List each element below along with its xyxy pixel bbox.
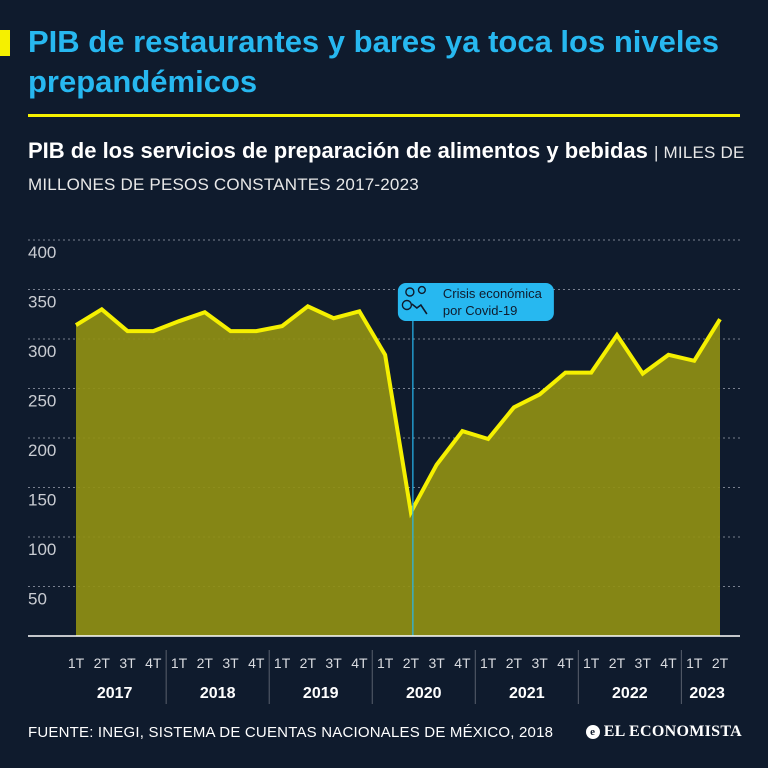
y-axis-labels: 50 100 150 200 250 300 350 400: [28, 243, 56, 609]
quarter-label: 4T: [660, 655, 677, 671]
y-tick-label: 250: [28, 392, 56, 411]
quarter-label: 1T: [583, 655, 600, 671]
quarter-label: 1T: [68, 655, 85, 671]
quarter-label: 4T: [557, 655, 574, 671]
brand-icon: e: [585, 725, 600, 739]
gdp-line: [74, 304, 722, 519]
quarter-label: 2T: [609, 655, 626, 671]
year-label: 2023: [689, 685, 725, 702]
covid-label-line2: por Covid-19: [443, 303, 517, 318]
y-tick-label: 350: [28, 293, 56, 312]
y-tick-label: 150: [28, 491, 56, 510]
quarter-label: 3T: [635, 655, 652, 671]
year-label: 2017: [97, 685, 133, 702]
quarter-label: 2T: [506, 655, 523, 671]
source-note: FUENTE: INEGI, SISTEMA DE CUENTAS NACION…: [28, 724, 554, 741]
chart-units: | MILES DE MILLONES DE PESOS CONSTANTES …: [28, 143, 745, 194]
chart-title: PIB de los servicios de preparación de a…: [28, 138, 648, 163]
quarter-label: 3T: [325, 655, 342, 671]
quarter-label: 1T: [686, 655, 703, 671]
y-tick-label: 200: [28, 441, 56, 460]
quarter-label: 1T: [274, 655, 291, 671]
year-labels: 2017 2018 2019 2020 2021 2022 2023: [97, 650, 725, 704]
quarter-label: 2T: [300, 655, 317, 671]
y-tick-label: 300: [28, 342, 56, 361]
quarter-label: 2T: [94, 655, 111, 671]
chart-subtitle: PIB de los servicios de preparación de a…: [28, 136, 748, 200]
quarter-label: 1T: [377, 655, 394, 671]
quarter-label: 4T: [248, 655, 265, 671]
quarter-label: 4T: [454, 655, 471, 671]
quarter-label: 3T: [428, 655, 445, 671]
quarter-label: 1T: [171, 655, 188, 671]
quarter-label: 3T: [119, 655, 136, 671]
headline-accent-bar: [0, 30, 10, 56]
covid-label-line1: Crisis económica: [443, 286, 543, 301]
year-label: 2020: [406, 685, 442, 702]
brand-name: EL ECONOMISTA: [603, 723, 742, 740]
quarter-label: 2T: [712, 655, 729, 671]
headline: PIB de restaurantes y bares ya toca los …: [28, 24, 719, 99]
year-label: 2019: [303, 685, 339, 702]
year-label: 2021: [509, 685, 545, 702]
quarter-label: 3T: [532, 655, 549, 671]
brand-logo: e EL ECONOMISTA: [585, 723, 742, 741]
virus-chart-icon: [401, 285, 428, 315]
quarter-label: 4T: [145, 655, 162, 671]
headline-divider: [28, 114, 740, 117]
year-label: 2022: [612, 685, 648, 702]
quarter-label: 3T: [222, 655, 239, 671]
gdp-area-fill: [76, 306, 720, 636]
quarter-labels: 1T 2T 3T 4T 1T 2T 3T 4T 1T 2T 3T 4T 1T 2T 3T 4T 1T 2T 3T 4T…: [68, 655, 729, 671]
year-label: 2018: [200, 685, 236, 702]
quarter-label: 2T: [403, 655, 420, 671]
covid-annotation: Crisis económica por Covid-19: [397, 283, 554, 636]
y-tick-label: 100: [28, 540, 56, 559]
covid-label-box: [397, 283, 554, 321]
y-tick-label: 400: [28, 243, 56, 262]
quarter-label: 1T: [480, 655, 497, 671]
y-tick-label: 50: [28, 590, 47, 609]
quarter-label: 2T: [197, 655, 214, 671]
quarter-label: 4T: [351, 655, 368, 671]
